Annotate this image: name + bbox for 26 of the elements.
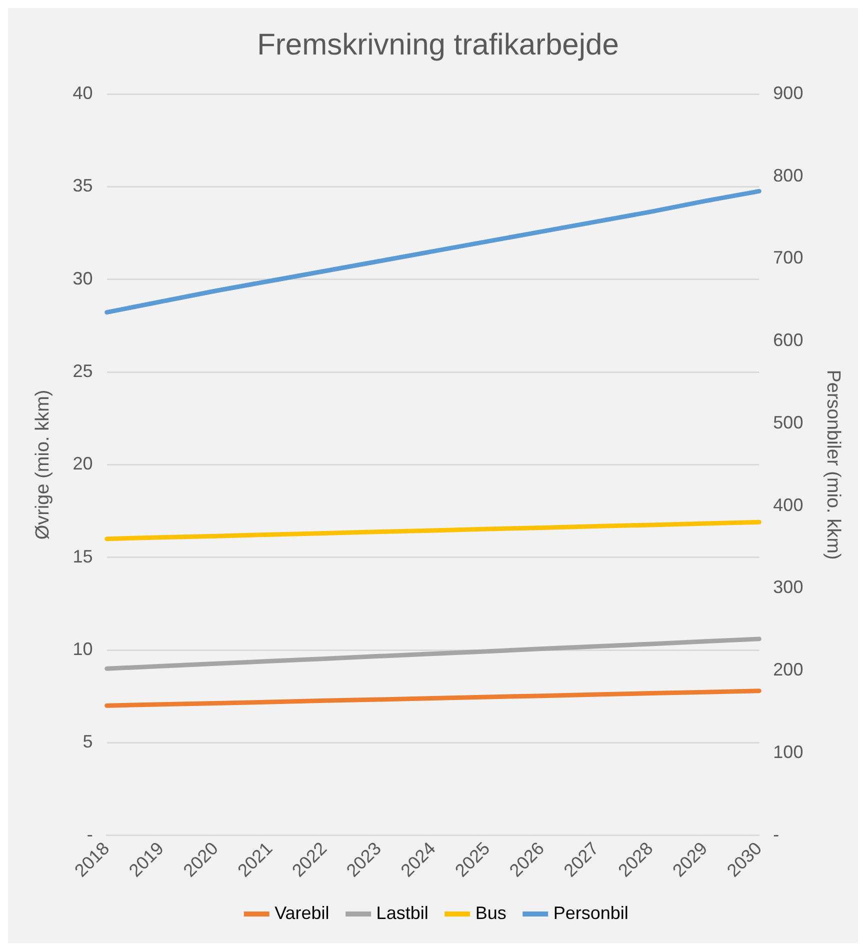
- y2-tick-label: 600: [773, 330, 804, 350]
- legend-label: Lastbil: [376, 902, 428, 923]
- y-tick-label: 15: [72, 546, 93, 566]
- y2-axis-title: Personbiler (mio. kkm): [822, 370, 844, 560]
- y-axis-title: Øvrige (mio. kkm): [32, 390, 54, 540]
- legend-label: Personbil: [553, 902, 628, 923]
- y2-tick-label: 400: [773, 494, 804, 515]
- chart-title: Fremskrivning trafikarbejde: [257, 28, 619, 62]
- y-tick-label: 10: [72, 639, 93, 660]
- y-tick-label: 35: [72, 176, 93, 196]
- y2-tick-label: 300: [773, 577, 804, 598]
- legend-label: Varebil: [274, 902, 330, 923]
- y2-tick-label: 900: [773, 82, 804, 103]
- y2-tick-label: 700: [773, 248, 804, 268]
- y2-tick-label: 500: [773, 412, 804, 432]
- y2-tick-label: 200: [773, 660, 804, 680]
- y-tick-label: 40: [72, 82, 93, 103]
- y2-tick-label: 100: [773, 742, 804, 762]
- y2-tick-label: -: [773, 824, 780, 844]
- y-tick-label: 25: [72, 361, 93, 381]
- y-tick-label: -: [86, 824, 93, 844]
- y-tick-label: 5: [82, 732, 93, 752]
- legend-label: Bus: [475, 902, 506, 923]
- y2-tick-label: 800: [773, 165, 804, 186]
- y-tick-label: 30: [72, 268, 93, 288]
- y-tick-label: 20: [72, 454, 93, 474]
